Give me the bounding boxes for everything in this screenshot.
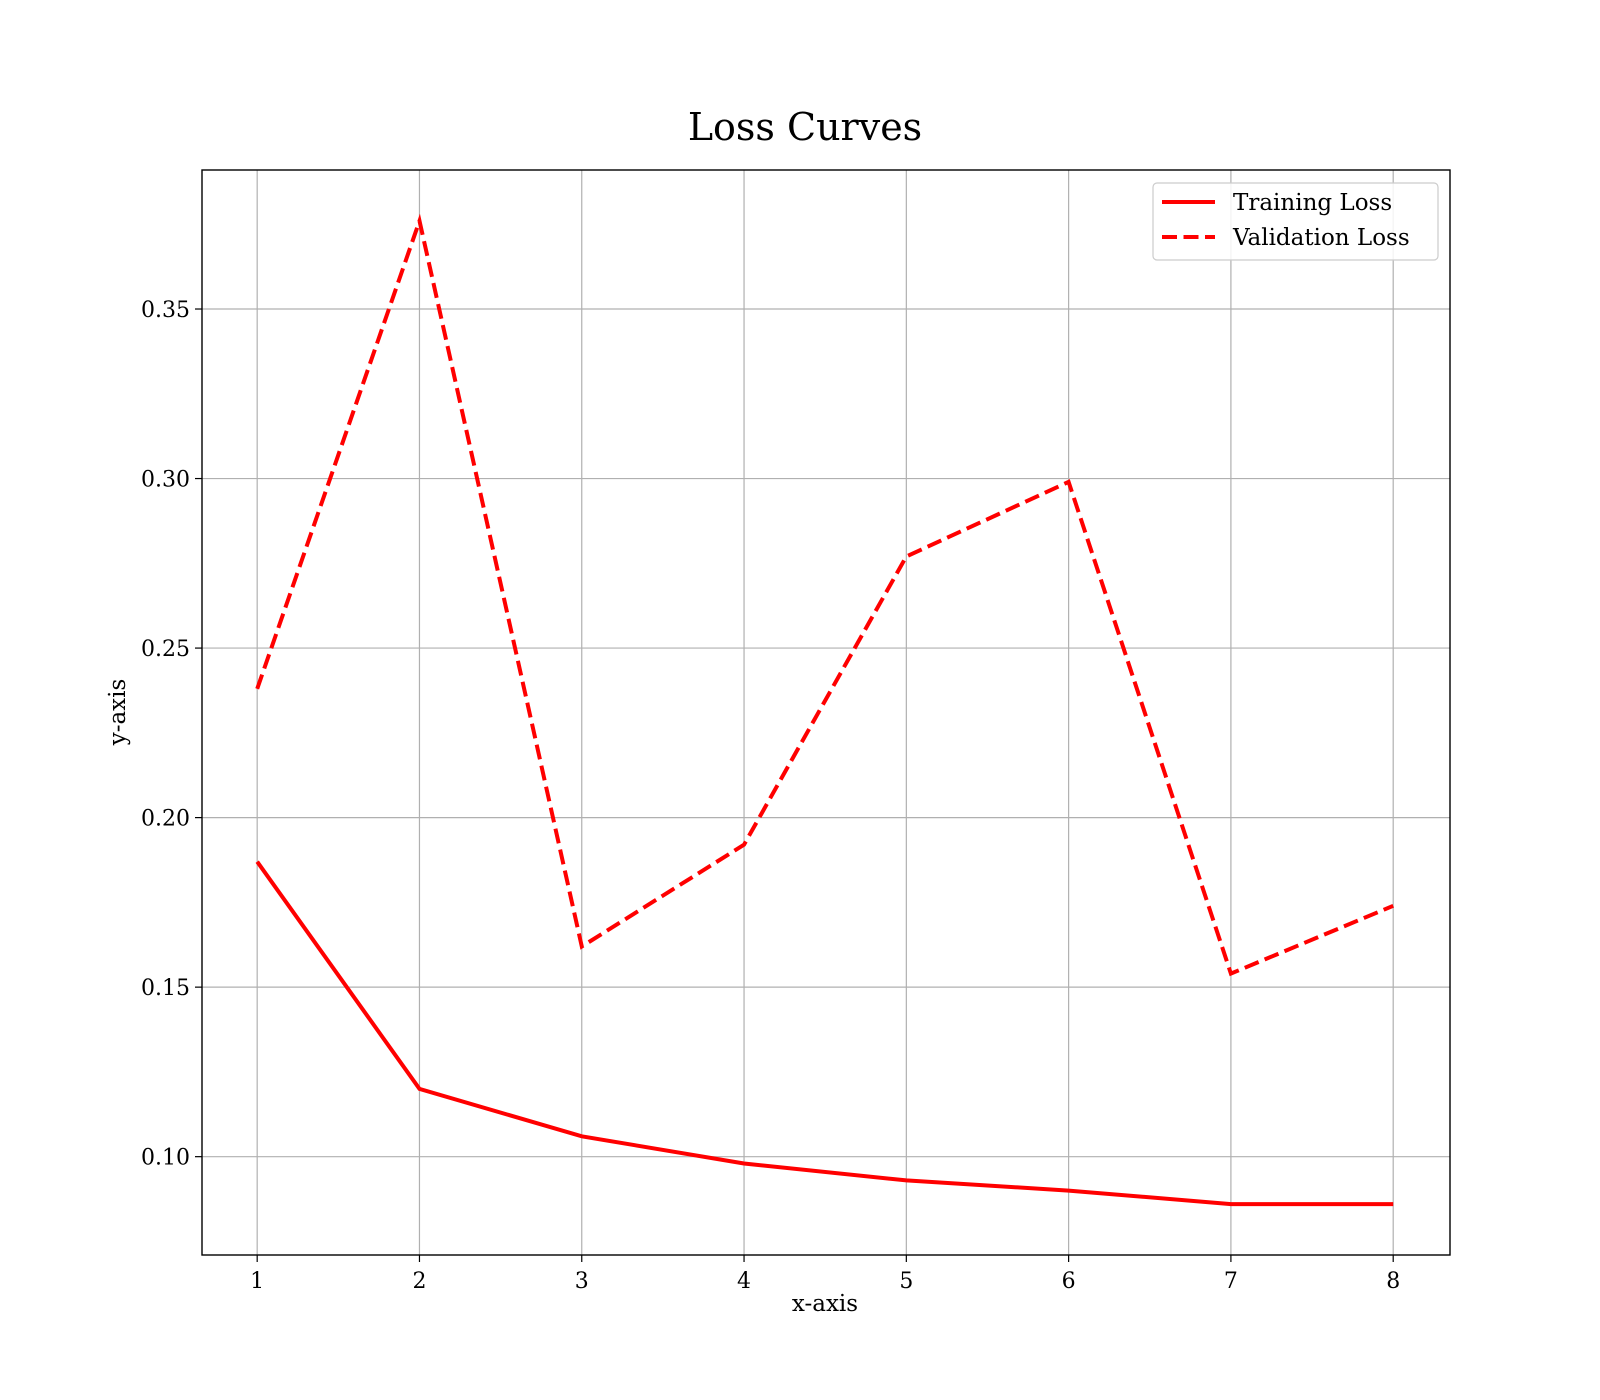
legend-label-validation-loss: Validation Loss [1232,225,1410,251]
plot-area [255,213,1394,1207]
x-tick-label: 1 [250,1269,264,1294]
legend-label-training-loss: Training Loss [1233,190,1392,216]
legend: Training Loss Validation Loss [1152,182,1439,261]
x-axis-label: x-axis [792,1291,858,1317]
y-tick-label: 0.10 [141,1146,190,1171]
series-line-validation-loss [255,213,1394,977]
x-tick-label: 4 [737,1269,751,1294]
plot-frame [201,169,1451,1256]
y-tick-label: 0.35 [141,298,190,323]
y-tick-label: 0.30 [141,468,190,493]
x-tick-label: 8 [1386,1269,1400,1294]
x-tick-label: 2 [412,1269,426,1294]
x-tick-label: 3 [575,1269,589,1294]
chart-title: Loss Curves [688,105,922,149]
x-tick-label: 5 [899,1269,913,1294]
y-tick-label: 0.20 [141,807,190,832]
y-axis-ticks: 0.10 0.15 0.20 0.25 0.30 0.35 [141,298,202,1171]
x-tick-label: 6 [1062,1269,1076,1294]
y-tick-label: 0.25 [141,637,190,662]
legend-box [1152,182,1439,261]
y-tick-label: 0.15 [141,976,190,1001]
x-axis-ticks: 1 2 3 4 5 6 7 8 [250,1255,1400,1294]
y-axis-label: y-axis [105,679,131,747]
grid-lines [202,170,1450,1255]
x-tick-label: 7 [1224,1269,1238,1294]
series-line-training-loss [255,860,1394,1207]
